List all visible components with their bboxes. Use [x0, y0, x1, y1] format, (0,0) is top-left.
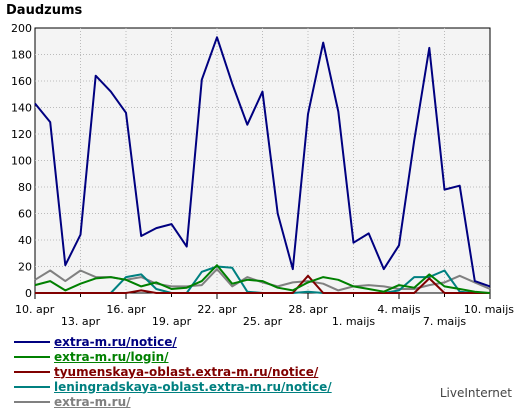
- x-tick-label: 13. apr: [61, 315, 101, 328]
- y-tick-label: 20: [18, 261, 32, 274]
- grid-lines: [35, 28, 490, 293]
- legend-swatch: [14, 385, 50, 388]
- legend-label[interactable]: extra-m.ru/notice/: [54, 334, 177, 349]
- legend-label[interactable]: extra-m.ru/: [54, 394, 131, 409]
- series-line: [34, 36, 491, 288]
- y-tick-label: 140: [11, 102, 32, 115]
- x-tick-label: 22. apr: [197, 303, 237, 316]
- legend: extra-m.ru/notice/ extra-m.ru/login/ tyu…: [14, 334, 332, 409]
- y-tick-label: 40: [18, 234, 32, 247]
- y-tick-label: 120: [11, 128, 32, 141]
- x-tick-label: 16. apr: [106, 303, 146, 316]
- legend-swatch: [14, 340, 50, 343]
- legend-item[interactable]: tyumenskaya-oblast.extra-m.ru/notice/: [14, 364, 332, 379]
- legend-item[interactable]: extra-m.ru/login/: [14, 349, 332, 364]
- legend-item[interactable]: extra-m.ru/: [14, 394, 332, 409]
- legend-item[interactable]: leningradskaya-oblast.extra-m.ru/notice/: [14, 379, 332, 394]
- legend-swatch: [14, 355, 50, 358]
- brand-label: LiveInternet: [439, 386, 512, 400]
- series-lines: [34, 36, 491, 294]
- y-tick-label: 0: [25, 287, 32, 300]
- y-tick-label: 200: [11, 22, 32, 35]
- series-line: [35, 274, 490, 294]
- x-tick-label: 10. maijs: [464, 303, 515, 316]
- x-tick-label: 1. maijs: [332, 315, 376, 328]
- legend-item[interactable]: extra-m.ru/notice/: [14, 334, 332, 349]
- y-tick-label: 180: [11, 49, 32, 62]
- legend-swatch: [14, 370, 50, 373]
- legend-label[interactable]: leningradskaya-oblast.extra-m.ru/notice/: [54, 379, 332, 394]
- x-tick-label: 28. apr: [288, 303, 328, 316]
- chart: Daudzums 0 20 40 60 80 100 120 140 160 180 200 10.…: [6, 3, 514, 328]
- chart-title: Daudzums: [6, 3, 82, 18]
- x-tick-label: 25. apr: [243, 315, 283, 328]
- y-tick-label: 60: [18, 208, 32, 221]
- legend-label[interactable]: extra-m.ru/login/: [54, 349, 169, 364]
- legend-swatch: [14, 400, 50, 403]
- x-tick-label: 10. apr: [15, 303, 55, 316]
- x-axis-ticks: 10. apr 13. apr 16. apr 19. apr 22. apr 25. a…: [15, 293, 514, 328]
- y-tick-label: 160: [11, 75, 32, 88]
- y-tick-label: 100: [11, 155, 32, 168]
- x-tick-label: 4. maijs: [377, 303, 421, 316]
- x-tick-label: 7. maijs: [423, 315, 467, 328]
- legend-label[interactable]: tyumenskaya-oblast.extra-m.ru/notice/: [54, 364, 319, 379]
- y-axis-ticks: 0 20 40 60 80 100 120 140 160 180 200: [11, 22, 32, 300]
- y-tick-label: 80: [18, 181, 32, 194]
- x-tick-label: 19. apr: [152, 315, 192, 328]
- series-line: [34, 264, 491, 294]
